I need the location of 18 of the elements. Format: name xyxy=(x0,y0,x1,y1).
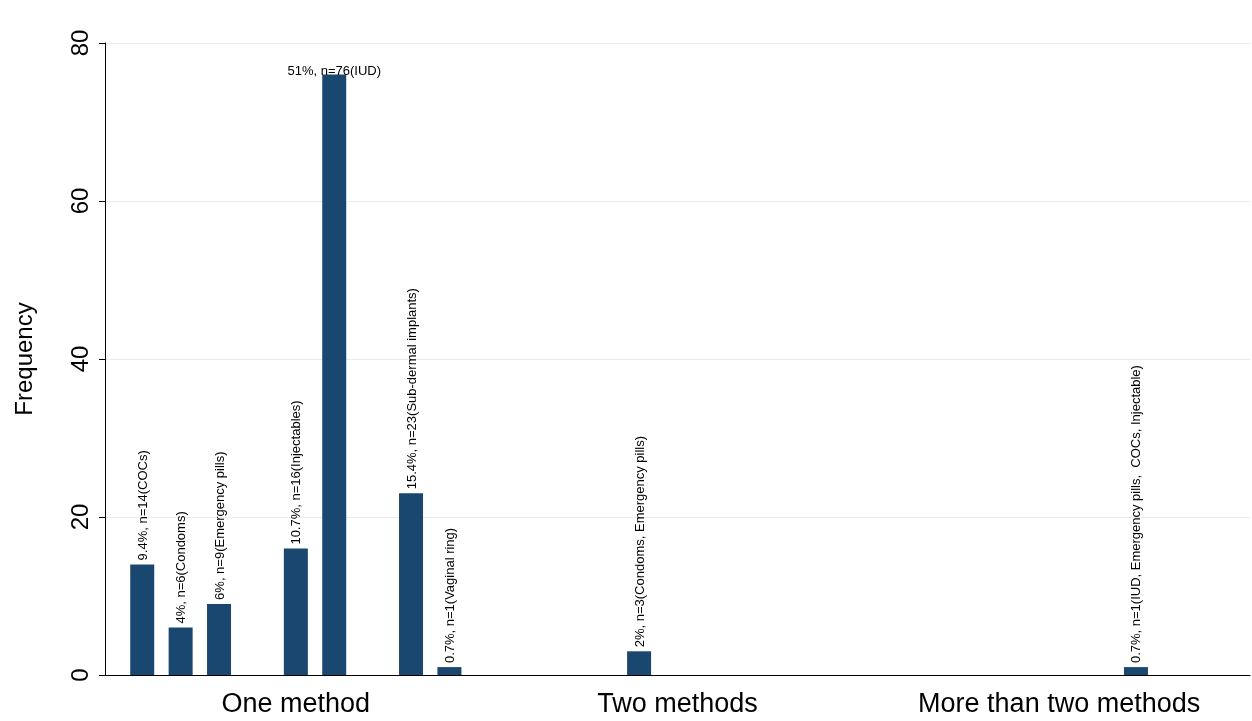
y-tick-label: 60 xyxy=(65,187,93,215)
data-label: 2%, n=3(Condoms, Emergency pills) xyxy=(631,435,647,648)
y-tick-label: 40 xyxy=(65,345,93,373)
x-tick-label: One method xyxy=(221,687,371,718)
x-tick-label: Two methods xyxy=(597,687,758,718)
data-label: 6%, n=9(Emergency pills) xyxy=(211,451,227,600)
data-label: 0.7%, n=1(Vaginal ring) xyxy=(441,527,457,664)
x-tick-label: More than two methods xyxy=(918,687,1201,718)
data-label: 10.7%, n=16(Injectables) xyxy=(288,400,304,545)
y-tick-label: 0 xyxy=(65,668,93,682)
data-label: 0.7%, n=1(IUD, Emergency pills, COCs, Injectable) xyxy=(1128,365,1144,664)
data-label: 9.4%, n=14(COCs) xyxy=(134,450,150,561)
data-label: 4%, n=6(Condoms) xyxy=(173,511,189,624)
y-tick-label: 20 xyxy=(65,503,93,531)
y-tick-label: 80 xyxy=(65,29,93,57)
data-label: 15.4%, n=23(Sub-dermal implants) xyxy=(403,288,419,490)
data-label: 51%, n=76(IUD) xyxy=(287,63,382,79)
y-axis-title: Frequency xyxy=(9,302,37,416)
